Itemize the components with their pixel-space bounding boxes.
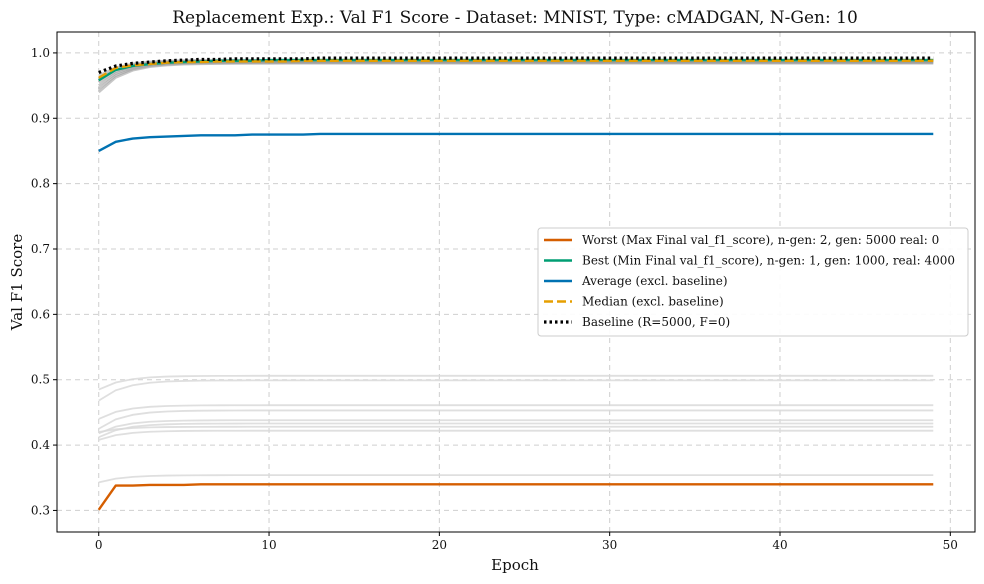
legend-entry: Worst (Max Final val_f1_score), n-gen: 2…: [582, 233, 939, 247]
background-run-line: [97, 60, 934, 87]
legend-entry: Median (excl. baseline): [582, 295, 724, 309]
plot-area: [56, 31, 976, 533]
y-tick-label: 0.6: [31, 307, 50, 321]
series-line-0: [97, 483, 934, 511]
background-run-line: [98, 422, 934, 439]
x-tick-label: 20: [432, 538, 447, 552]
y-tick-label: 0.7: [31, 242, 50, 256]
x-tick-label: 40: [772, 538, 787, 552]
y-tick-label: 0.4: [31, 438, 50, 452]
legend-entry: Average (excl. baseline): [581, 274, 728, 288]
legend: Worst (Max Final val_f1_score), n-gen: 2…: [537, 227, 969, 337]
x-tick-label: 50: [943, 538, 958, 552]
y-tick-label: 0.9: [31, 111, 50, 125]
y-tick-label: 0.3: [31, 503, 50, 517]
legend-entry: Baseline (R=5000, F=0): [582, 315, 730, 329]
x-tick-label: 30: [602, 538, 617, 552]
x-tick-label: 10: [261, 538, 276, 552]
background-run-line: [97, 62, 934, 94]
background-run-line: [97, 61, 934, 90]
background-run-line: [98, 425, 934, 433]
background-run-line: [98, 429, 934, 441]
background-run-line: [98, 419, 934, 435]
background-run-line: [98, 404, 934, 420]
series-line-3: [98, 59, 934, 79]
y-axis-ticks: 0.3 0.4 0.5 0.6 0.7 0.8 0.9 1.0: [31, 46, 57, 517]
series-line-4: [98, 56, 934, 75]
series-line-2: [98, 132, 934, 153]
y-tick-label: 0.8: [31, 177, 50, 191]
y-tick-label: 0.5: [31, 373, 50, 387]
x-tick-label: 0: [95, 538, 103, 552]
series-lines: [97, 56, 934, 511]
background-run-line: [98, 474, 934, 484]
x-axis-label: Epoch: [491, 556, 539, 574]
background-run-line: [98, 409, 934, 430]
background-run-line: [98, 379, 934, 402]
y-tick-label: 1.0: [31, 46, 50, 60]
legend-entry: Best (Min Final val_f1_score), n-gen: 1,…: [582, 254, 955, 268]
background-run-line: [98, 374, 934, 391]
x-axis-ticks: 0 10 20 30 40 50: [95, 532, 958, 552]
legend-box: [537, 227, 969, 337]
chart-title: Replacement Exp.: Val F1 Score - Dataset…: [172, 8, 858, 28]
y-axis-label: Val F1 Score: [8, 234, 26, 332]
